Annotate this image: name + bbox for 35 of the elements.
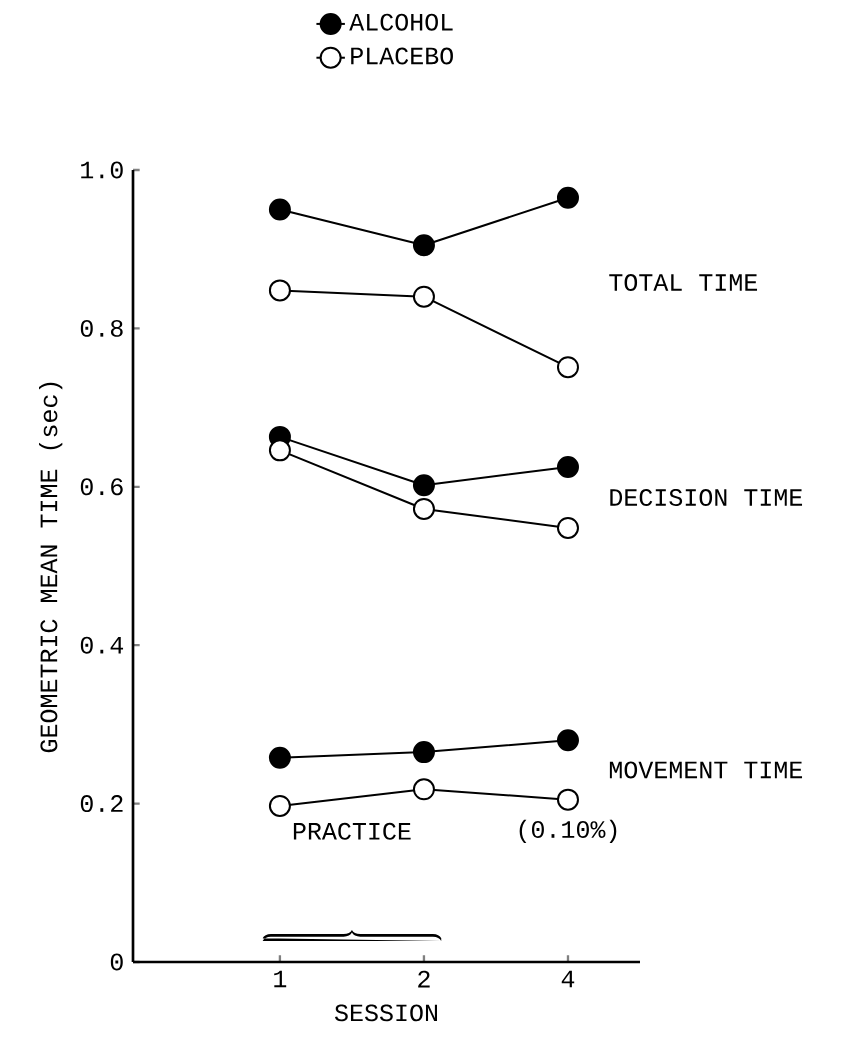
y-tick-label: 0	[110, 953, 123, 971]
y-tick-label: 0.4	[80, 636, 124, 654]
legend-label: ALCOHOL	[349, 13, 453, 31]
point	[556, 455, 579, 478]
x-axis-title: SESSION	[334, 1004, 438, 1022]
point	[412, 778, 435, 801]
point	[412, 741, 435, 764]
point	[268, 794, 291, 817]
y-axis-title: GEOMETRIC MEAN TIME (sec)	[39, 382, 63, 753]
y-tick-label: 0.2	[80, 795, 123, 813]
point	[268, 279, 291, 302]
point	[412, 474, 435, 497]
point	[556, 186, 579, 209]
annotation: TOTAL TIME	[609, 273, 758, 291]
point	[412, 285, 435, 308]
point	[268, 198, 291, 221]
y-tick-label: 0.8	[80, 319, 123, 337]
annotation: (0.10%)	[519, 819, 617, 843]
point	[268, 746, 291, 769]
point	[412, 234, 435, 257]
annotation: PRACTICE	[293, 822, 411, 840]
annotation: DECISION TIME	[610, 489, 803, 506]
point	[556, 516, 579, 539]
x-tick-label: 2	[418, 970, 430, 988]
y-tick-label: 1.0	[81, 161, 123, 179]
point	[556, 788, 579, 811]
x-tick-label: 4	[561, 970, 575, 988]
y-tick-label: 0.6	[80, 478, 123, 496]
legend-label: PLACEBO	[351, 47, 453, 65]
point	[268, 439, 291, 462]
x-tick-label: 1	[274, 970, 287, 988]
point	[556, 356, 579, 379]
point	[412, 497, 435, 520]
annotation: MOVEMENT TIME	[609, 761, 803, 779]
point	[556, 729, 579, 752]
